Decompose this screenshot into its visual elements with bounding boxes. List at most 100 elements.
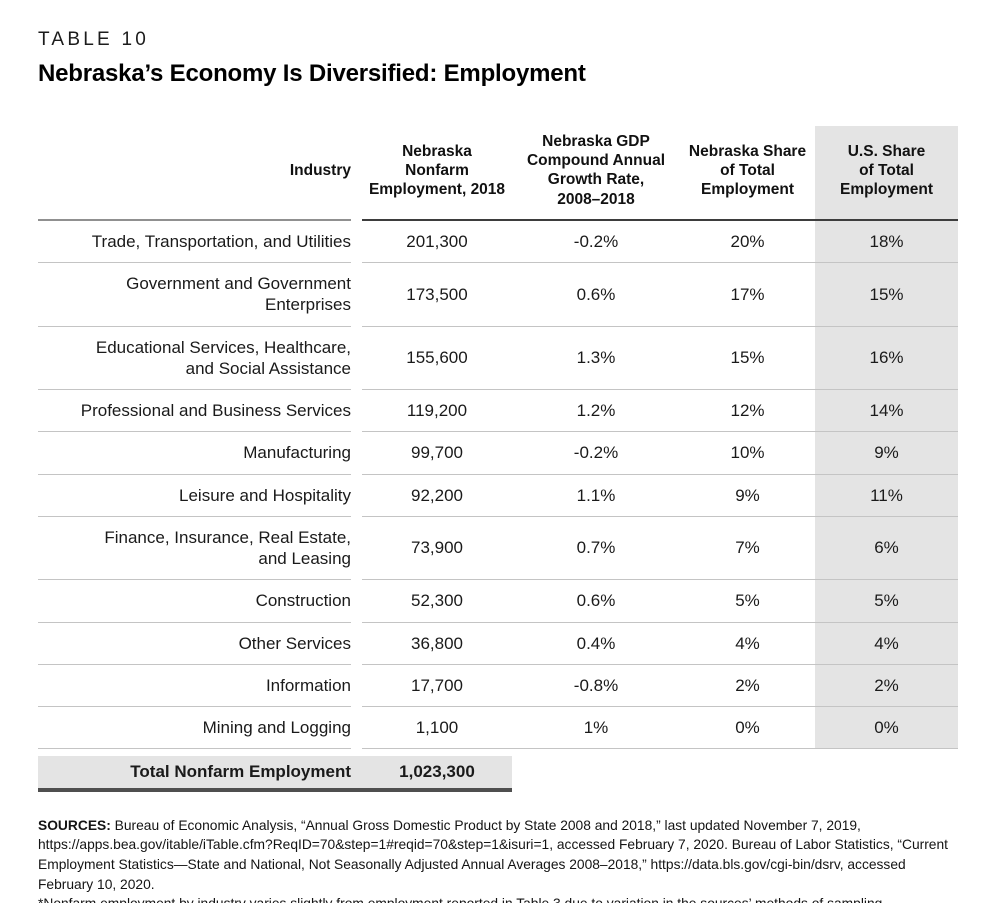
column-header-employment: Nebraska Nonfarm Employment, 2018 bbox=[362, 125, 512, 221]
gutter-cell bbox=[351, 432, 362, 474]
gutter-cell bbox=[351, 474, 362, 516]
industry-cell: Educational Services, Healthcare, and So… bbox=[38, 326, 351, 391]
us-share-cell: 9% bbox=[815, 431, 958, 475]
column-header-cagr: Nebraska GDP Compound Annual Growth Rate… bbox=[512, 125, 680, 221]
sources-label: SOURCES: bbox=[38, 817, 111, 833]
gutter-cell bbox=[351, 220, 362, 263]
us-share-cell: 4% bbox=[815, 622, 958, 665]
us-share-cell: 15% bbox=[815, 262, 958, 327]
gutter-cell bbox=[351, 580, 362, 622]
table-row: Construction 52,300 0.6% 5% 5% bbox=[38, 579, 958, 623]
us-share-cell: 0% bbox=[815, 706, 958, 750]
us-share-cell: 6% bbox=[815, 516, 958, 581]
table-kicker: TABLE 10 bbox=[38, 29, 150, 50]
empty-cell bbox=[815, 756, 958, 789]
table-header: Industry Nebraska Nonfarm Employment, 20… bbox=[38, 125, 958, 221]
sampling-note: *Nonfarm employment by industry varies s… bbox=[38, 894, 958, 903]
ne-share-cell: 10% bbox=[680, 431, 815, 475]
spacer-row bbox=[38, 748, 958, 757]
cagr-cell: 1.1% bbox=[512, 474, 680, 517]
total-value-cell: 1,023,300 bbox=[362, 756, 512, 792]
ne-share-cell: 20% bbox=[680, 219, 815, 264]
gutter-cell bbox=[351, 664, 362, 706]
total-row: Total Nonfarm Employment 1,023,300 bbox=[38, 756, 958, 792]
empty-cell bbox=[680, 756, 815, 789]
table-row: Government and Government Enterprises 17… bbox=[38, 262, 958, 327]
table-row: Manufacturing 99,700 -0.2% 10% 9% bbox=[38, 431, 958, 475]
employment-cell: 155,600 bbox=[362, 326, 512, 391]
column-header-us-share: U.S. Share of Total Employment bbox=[815, 125, 958, 221]
table-row: Mining and Logging 1,100 1% 0% 0% bbox=[38, 706, 958, 750]
cagr-cell: -0.2% bbox=[512, 219, 680, 264]
industry-cell: Finance, Insurance, Real Estate, and Lea… bbox=[38, 516, 351, 581]
sources-text: Bureau of Economic Analysis, “Annual Gro… bbox=[38, 817, 948, 892]
industry-cell: Leisure and Hospitality bbox=[38, 474, 351, 517]
industry-cell: Trade, Transportation, and Utilities bbox=[38, 219, 351, 264]
gutter-cell bbox=[351, 390, 362, 432]
employment-cell: 73,900 bbox=[362, 516, 512, 581]
ne-share-cell: 17% bbox=[680, 262, 815, 327]
employment-cell: 99,700 bbox=[362, 431, 512, 475]
cagr-cell: 0.6% bbox=[512, 579, 680, 623]
employment-cell: 1,100 bbox=[362, 706, 512, 750]
employment-cell: 36,800 bbox=[362, 622, 512, 665]
us-share-cell: 5% bbox=[815, 579, 958, 623]
empty-cell bbox=[512, 756, 680, 789]
cagr-cell: 1.2% bbox=[512, 389, 680, 433]
ne-share-cell: 2% bbox=[680, 664, 815, 708]
ne-share-cell: 5% bbox=[680, 579, 815, 623]
us-share-cell: 18% bbox=[815, 219, 958, 264]
column-header-ne-share: Nebraska Share of Total Employment bbox=[680, 125, 815, 221]
table-row: Other Services 36,800 0.4% 4% 4% bbox=[38, 622, 958, 665]
gutter-cell bbox=[351, 756, 362, 792]
cagr-cell: 0.6% bbox=[512, 262, 680, 327]
ne-share-cell: 9% bbox=[680, 474, 815, 517]
gutter-cell bbox=[351, 707, 362, 749]
us-share-cell: 14% bbox=[815, 389, 958, 433]
total-label-cell: Total Nonfarm Employment bbox=[38, 756, 351, 792]
table-row: Leisure and Hospitality 92,200 1.1% 9% 1… bbox=[38, 474, 958, 517]
gutter-cell bbox=[351, 516, 362, 580]
industry-cell: Manufacturing bbox=[38, 431, 351, 475]
ne-share-cell: 4% bbox=[680, 622, 815, 665]
industry-cell: Professional and Business Services bbox=[38, 389, 351, 433]
gutter-cell bbox=[351, 622, 362, 664]
table-row: Trade, Transportation, and Utilities 201… bbox=[38, 219, 958, 264]
table-body: Trade, Transportation, and Utilities 201… bbox=[38, 219, 958, 792]
industry-cell: Information bbox=[38, 664, 351, 708]
us-share-cell: 2% bbox=[815, 664, 958, 708]
industry-cell: Other Services bbox=[38, 622, 351, 665]
cagr-cell: 0.4% bbox=[512, 622, 680, 665]
cagr-cell: 0.7% bbox=[512, 516, 680, 581]
column-header-industry: Industry bbox=[38, 125, 351, 221]
industry-cell: Mining and Logging bbox=[38, 706, 351, 750]
employment-cell: 52,300 bbox=[362, 579, 512, 623]
table-row: Professional and Business Services 119,2… bbox=[38, 389, 958, 433]
employment-cell: 17,700 bbox=[362, 664, 512, 708]
table-row: Educational Services, Healthcare, and So… bbox=[38, 326, 958, 391]
ne-share-cell: 15% bbox=[680, 326, 815, 391]
sources-paragraph: SOURCES: Bureau of Economic Analysis, “A… bbox=[38, 816, 958, 895]
spacer-cell bbox=[38, 748, 958, 757]
ne-share-cell: 0% bbox=[680, 706, 815, 750]
employment-cell: 201,300 bbox=[362, 219, 512, 264]
table-row: Finance, Insurance, Real Estate, and Lea… bbox=[38, 516, 958, 581]
employment-cell: 119,200 bbox=[362, 389, 512, 433]
gutter-cell bbox=[351, 263, 362, 327]
report-table-page: TABLE 10 Nebraska’s Economy Is Diversifi… bbox=[38, 29, 958, 903]
ne-share-cell: 12% bbox=[680, 389, 815, 433]
employment-table: Industry Nebraska Nonfarm Employment, 20… bbox=[38, 125, 958, 792]
employment-cell: 92,200 bbox=[362, 474, 512, 517]
cagr-cell: -0.8% bbox=[512, 664, 680, 708]
cagr-cell: 1.3% bbox=[512, 326, 680, 391]
employment-cell: 173,500 bbox=[362, 262, 512, 327]
table-title: Nebraska’s Economy Is Diversified: Emplo… bbox=[38, 59, 586, 87]
us-share-cell: 11% bbox=[815, 474, 958, 517]
column-gutter bbox=[351, 126, 362, 220]
gutter-cell bbox=[351, 326, 362, 390]
table-row: Information 17,700 -0.8% 2% 2% bbox=[38, 664, 958, 708]
header-row: Industry Nebraska Nonfarm Employment, 20… bbox=[38, 125, 958, 221]
industry-cell: Construction bbox=[38, 579, 351, 623]
industry-cell: Government and Government Enterprises bbox=[38, 262, 351, 327]
cagr-cell: -0.2% bbox=[512, 431, 680, 475]
